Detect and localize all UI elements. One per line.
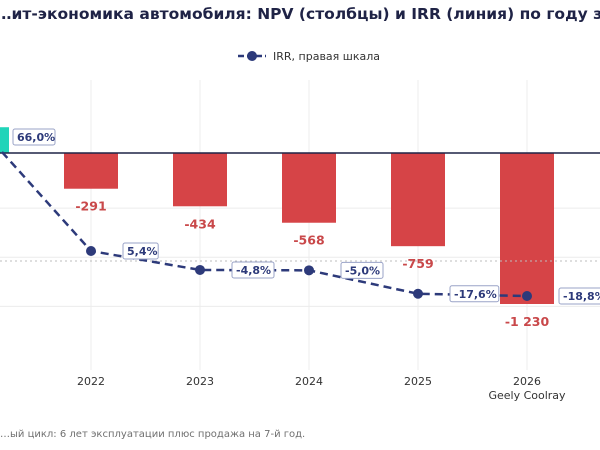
footnote: …ый цикл: 6 лет эксплуатации плюс продаж…: [0, 429, 306, 440]
x-tick-2025: 2025: [404, 375, 432, 388]
irr-label-text: -18,8%: [563, 290, 600, 303]
irr-label-box: [558, 287, 600, 305]
irr-point-2022: [86, 246, 96, 256]
npv-bar-2022: [64, 153, 118, 189]
irr-point-2023: [195, 264, 205, 275]
irr-label-text: 5,4%: [127, 245, 158, 258]
irr-label-text: 66,0%: [17, 131, 55, 144]
irr-label-2026: -18,8%: [558, 287, 600, 305]
irr-point-2025: [413, 288, 423, 299]
irr-line: [1, 151, 528, 298]
x-tick-2024: 2024: [295, 375, 323, 388]
x-tick-2026: 2026: [513, 375, 541, 388]
irr-label-box: [122, 242, 159, 260]
npv-bar-2023: [173, 153, 227, 207]
irr-label-2025: -17,6%: [449, 285, 500, 303]
irr-label-text: -17,6%: [454, 288, 497, 301]
npv-bars: [0, 127, 554, 304]
npv-label-2026: -1 230: [505, 314, 550, 329]
irr-label-text: -5,0%: [345, 264, 380, 277]
irr-point-2024: [304, 265, 314, 276]
irr-series: [1, 151, 532, 301]
irr-label-2022: 5,4%: [122, 242, 159, 260]
npv-label-2025: -759: [402, 256, 433, 271]
npv-label-2022: -291: [75, 199, 106, 214]
legend: IRR, правая шкала: [238, 50, 380, 63]
data-labels: -291 -434 -568 -759 -1 230 66,0% 5,4% -4,8% -5,0…: [12, 128, 600, 329]
legend-irr-label: IRR, правая шкала: [273, 50, 380, 63]
chart-title: …ит-экономика автомобиля: NPV (столбцы) …: [0, 5, 600, 23]
x-tick-2022: 2022: [77, 375, 105, 388]
irr-label-box: [340, 261, 384, 279]
irr-label-box: [449, 285, 500, 303]
npv-label-2024: -568: [293, 233, 324, 248]
npv-bar-2024: [282, 153, 336, 223]
irr-label-2021: 66,0%: [12, 128, 56, 146]
irr-label-2023: -4,8%: [231, 261, 275, 279]
x-sublabel-2026: Geely Coolray: [488, 389, 566, 402]
legend-irr-marker: [247, 51, 257, 61]
x-tick-2023: 2023: [186, 375, 214, 388]
irr-label-2024: -5,0%: [340, 261, 384, 279]
irr-label-box: [231, 261, 275, 279]
npv-label-2023: -434: [184, 216, 216, 231]
irr-label-box: [12, 128, 56, 146]
irr-label-text: -4,8%: [236, 264, 271, 277]
npv-bar-2026: [500, 153, 554, 304]
irr-point-2026: [522, 291, 532, 301]
npv-bar-2025: [391, 153, 445, 247]
npv-bar-2021: [0, 127, 9, 153]
